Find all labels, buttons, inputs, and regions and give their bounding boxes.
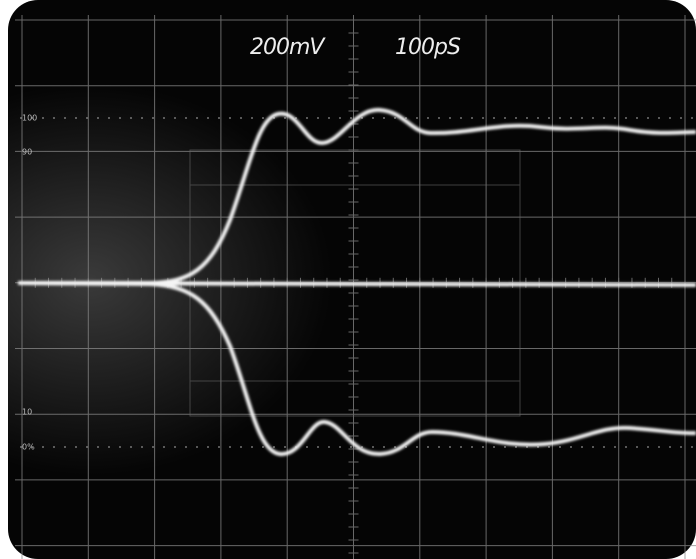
rising-trace <box>18 107 696 285</box>
graticule-label: 0% <box>22 443 35 452</box>
graticule-label: 90 <box>22 148 32 157</box>
graticule-label: 10 <box>22 408 32 417</box>
time-per-div: 100pS <box>395 35 461 60</box>
graticule-label: 100 <box>22 114 37 123</box>
falling-trace <box>17 281 696 457</box>
volts-per-div: 200mV <box>250 35 326 60</box>
traces <box>17 107 696 457</box>
